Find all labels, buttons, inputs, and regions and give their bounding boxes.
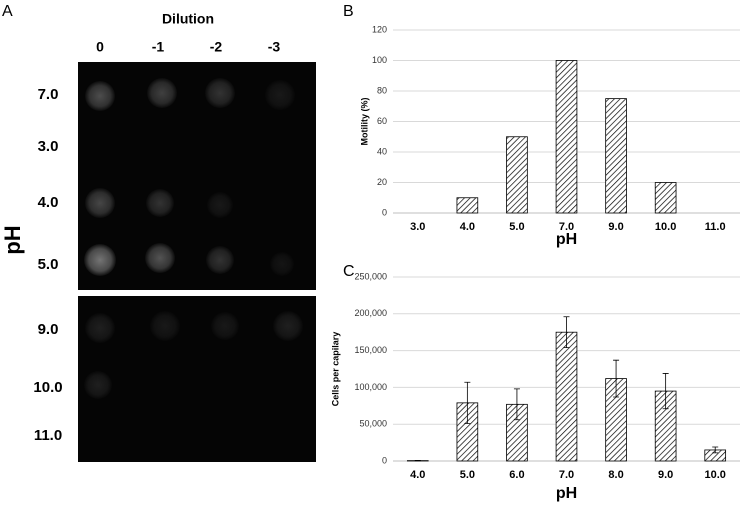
y-tick-label: 0 bbox=[382, 207, 387, 217]
y-axis-label: Motility (%) bbox=[359, 98, 369, 146]
y-tick-label: 100,000 bbox=[354, 382, 387, 392]
dilution-label: -3 bbox=[268, 39, 281, 55]
x-tick-label: 4.0 bbox=[460, 221, 475, 233]
row-label: 11.0 bbox=[34, 427, 62, 444]
ph-axis-label: pH bbox=[0, 225, 25, 254]
spot bbox=[270, 252, 294, 276]
error-bar bbox=[712, 446, 719, 454]
dilution-label: -2 bbox=[210, 39, 223, 55]
error-bar bbox=[613, 359, 620, 398]
y-tick-label: 50,000 bbox=[359, 419, 387, 429]
spot bbox=[150, 311, 180, 341]
x-tick-label: 5.0 bbox=[460, 469, 475, 481]
x-tick-label: 10.0 bbox=[705, 469, 726, 481]
x-tick-label: 4.0 bbox=[410, 469, 425, 481]
spot bbox=[205, 78, 235, 108]
x-tick-label: 5.0 bbox=[509, 221, 524, 233]
y-tick-label: 40 bbox=[377, 146, 387, 156]
y-axis-label: Cells per capilary bbox=[330, 332, 340, 407]
row-label: 9.0 bbox=[38, 321, 59, 338]
spot bbox=[273, 311, 303, 341]
y-tick-label: 150,000 bbox=[354, 345, 387, 355]
panel-label: B bbox=[343, 3, 354, 20]
spot bbox=[85, 188, 115, 218]
spot bbox=[85, 313, 115, 343]
x-tick-label: 7.0 bbox=[559, 221, 574, 233]
row-label: 5.0 bbox=[38, 256, 59, 273]
x-tick-label: 9.0 bbox=[658, 469, 673, 481]
y-tick-label: 60 bbox=[377, 116, 387, 126]
row-label: 10.0 bbox=[33, 379, 62, 396]
bar bbox=[605, 98, 627, 214]
bar bbox=[654, 182, 677, 214]
bar bbox=[555, 60, 578, 214]
spot bbox=[145, 243, 175, 273]
error-bar bbox=[662, 373, 669, 410]
panel-label: C bbox=[343, 263, 355, 280]
bar bbox=[456, 197, 479, 214]
error-bar bbox=[563, 316, 570, 349]
bar bbox=[506, 136, 528, 214]
x-tick-label: 9.0 bbox=[608, 221, 623, 233]
y-tick-label: 80 bbox=[377, 85, 387, 95]
y-tick-label: 20 bbox=[377, 177, 387, 187]
error-bar bbox=[464, 381, 471, 424]
x-axis-label: pH bbox=[556, 231, 577, 248]
spot bbox=[84, 244, 116, 276]
spots bbox=[84, 78, 303, 399]
y-tick-label: 250,000 bbox=[354, 271, 387, 281]
x-tick-label: 3.0 bbox=[410, 221, 425, 233]
bar bbox=[555, 331, 578, 462]
spot bbox=[211, 312, 239, 340]
x-tick-label: 7.0 bbox=[559, 469, 574, 481]
x-axis-label: pH bbox=[556, 485, 577, 502]
spot bbox=[147, 78, 177, 108]
spot bbox=[207, 192, 233, 218]
y-tick-label: 120 bbox=[372, 24, 387, 34]
row-label: 4.0 bbox=[38, 194, 59, 211]
spot bbox=[206, 246, 234, 274]
x-tick-label: 11.0 bbox=[705, 221, 726, 233]
y-tick-label: 200,000 bbox=[354, 308, 387, 318]
dilution-title: Dilution bbox=[162, 11, 214, 27]
x-tick-label: 6.0 bbox=[509, 469, 524, 481]
row-label: 3.0 bbox=[38, 138, 59, 155]
error-bar bbox=[513, 388, 520, 421]
panel-label: A bbox=[2, 3, 13, 20]
spot bbox=[146, 189, 174, 217]
y-tick-label: 0 bbox=[382, 455, 387, 465]
row-label: 7.0 bbox=[38, 86, 59, 103]
spot bbox=[85, 81, 115, 111]
dilution-label: -1 bbox=[152, 39, 165, 55]
x-tick-label: 8.0 bbox=[608, 469, 623, 481]
x-tick-label: 10.0 bbox=[655, 221, 676, 233]
spot bbox=[265, 80, 295, 110]
spot bbox=[84, 371, 112, 399]
dilution-label: 0 bbox=[96, 39, 104, 55]
y-tick-label: 100 bbox=[372, 55, 387, 65]
